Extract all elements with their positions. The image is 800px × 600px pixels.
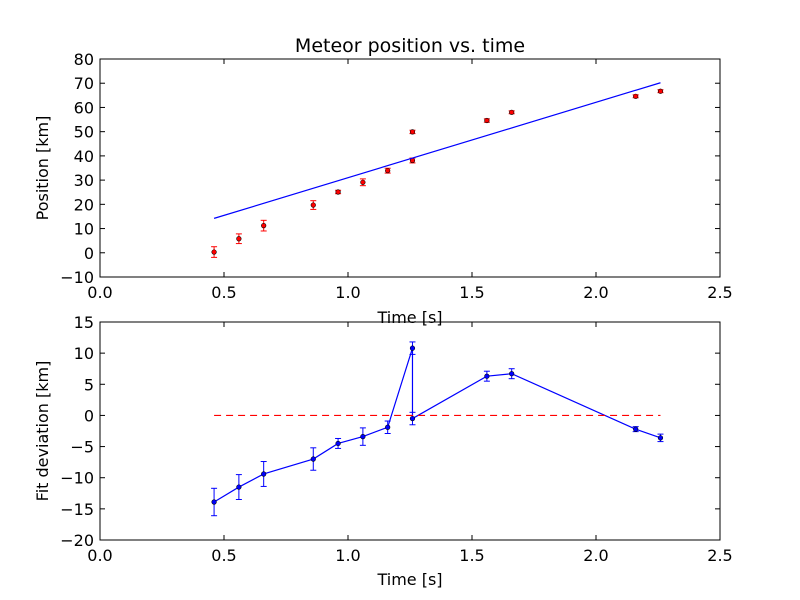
x-tick-label: 0.5 [211,546,236,565]
plot-frame [99,58,721,278]
data-point [657,88,664,94]
y-axis-label: Fit deviation [km] [33,361,52,502]
data-point [633,93,639,99]
y-tick-label: 50 [74,123,94,142]
data-point [409,129,416,135]
position-chart: Meteor position vs. time Time [s] Positi… [33,35,733,327]
x-tick-label: 1.0 [335,283,360,302]
x-tick-label: 0.5 [211,283,236,302]
data-point [657,435,664,441]
data-point [211,249,217,255]
x-axis-label: Time [s] [376,308,442,327]
data-point [484,373,490,379]
y-tick-label: 60 [74,98,94,117]
x-tick-label: 2.0 [583,283,608,302]
x-tick-label: 1.0 [335,546,360,565]
data-point [310,456,316,462]
x-tick-label: 2.0 [583,546,608,565]
data-point [385,168,391,174]
deviation-line [213,347,661,503]
data-point [484,117,490,124]
fit-deviation-chart: Time [s] Fit deviation [km] 0.0 0.5 1.0 1.5… [33,313,733,589]
data-point [335,189,341,195]
data-point [633,426,639,432]
x-tick-label: 2.5 [707,283,732,302]
y-tick-label: 15 [74,313,94,332]
y-tick-label: −5 [70,438,94,457]
data-point [335,440,341,447]
y-tick-label: 70 [74,74,94,93]
y-tick-label: 80 [74,50,94,69]
data-point [409,345,416,351]
y-tick-label: 5 [84,375,94,394]
data-point [261,471,267,477]
data-point [211,499,217,505]
data-point [509,109,515,115]
y-tick-label: 40 [74,147,94,166]
y-axis-label: Position [km] [33,116,52,221]
x-tick-label: 2.5 [707,546,732,565]
data-point [236,236,242,242]
y-tick-label: −10 [60,469,94,488]
data-point [409,415,416,422]
x-tick-label: 1.5 [459,283,484,302]
chart-title: Meteor position vs. time [295,35,525,57]
x-axis-label: Time [s] [376,570,442,589]
data-point [385,424,391,430]
y-tick-label: 0 [84,244,94,263]
y-tick-label: 10 [74,220,94,239]
y-tick-label: 20 [74,195,94,214]
data-point [310,202,316,208]
fit-line [213,82,661,219]
y-tick-label: 30 [74,171,94,190]
plot-frame [99,321,721,541]
y-tick-label: 0 [84,406,94,425]
y-tick-label: −15 [60,500,94,519]
data-point [236,484,242,490]
data-point [360,179,366,185]
x-tick-label: 0.0 [87,283,112,302]
data-point [261,223,267,229]
x-tick-label: 0.0 [87,546,112,565]
data-point [509,371,515,377]
y-tick-label: −20 [60,531,94,550]
y-tick-label: 10 [74,344,94,363]
y-tick-label: −10 [60,268,94,287]
x-tick-label: 1.5 [459,546,484,565]
data-point [360,434,366,440]
